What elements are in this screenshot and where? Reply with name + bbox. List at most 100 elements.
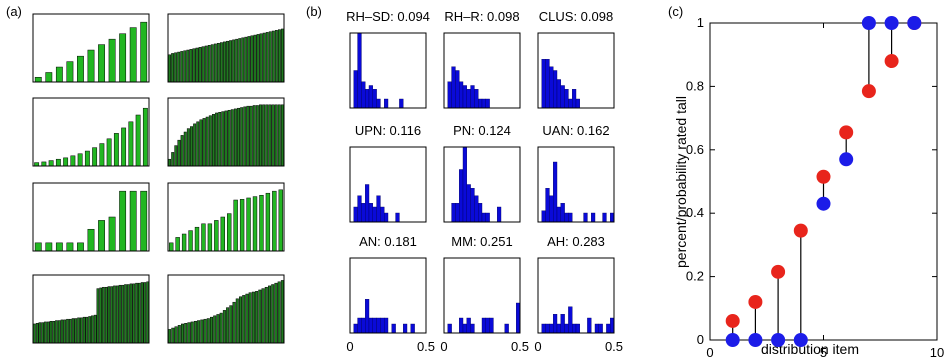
- panel-b-bar-0-6: [372, 89, 377, 109]
- panel-a-bar-3-11: [202, 118, 206, 167]
- panel-b-chart-title-0: RH–SD: 0.094: [346, 9, 430, 24]
- panel-b-bar-2-3: [549, 66, 554, 109]
- panel-a-bar-7-24: [245, 293, 249, 344]
- panel-a-bar-1-26: [247, 36, 251, 83]
- panel-b-bar-5-12: [583, 212, 588, 223]
- panel-a-bar-6-31: [118, 284, 122, 344]
- panel-a-bar-6-25: [102, 286, 105, 344]
- panel-b-bar-4-10: [481, 212, 486, 223]
- panel-c-point-blue-3: [793, 333, 808, 347]
- panel-b-bar-1-1: [447, 81, 452, 109]
- panel-a-bar-5-5: [201, 223, 206, 252]
- panel-c: 0 5 10 0 0.2 0.4 0.6 0.8 1: [686, 15, 944, 360]
- panel-c-xtick-label-2: 10: [930, 345, 944, 360]
- panel-b-bar-5-4: [553, 161, 558, 223]
- panel-a-bar-3-23: [240, 107, 244, 167]
- panel-a-bar-4-5: [87, 228, 95, 252]
- panel-a-bar-7-34: [277, 281, 281, 344]
- panel-a-bar-7-31: [267, 285, 272, 344]
- panel-b-bar-4-8: [474, 195, 479, 223]
- panel-a-bar-7-30: [264, 286, 268, 344]
- panel-a-bar-1-13: [207, 45, 211, 83]
- panel-a-bar-3-25: [246, 105, 250, 167]
- panel-a-chart-frame-2: [32, 97, 150, 167]
- panel-a-bar-3-32: [268, 104, 272, 167]
- panel-c-ytick-label-4: 0.8: [686, 78, 704, 93]
- panel-a-bar-6-26: [104, 286, 108, 344]
- panel-b-bar-8-3: [549, 323, 554, 334]
- panel-b-bar-1-6: [466, 89, 471, 109]
- panel-b-chart-title-3: UPN: 0.116: [355, 123, 421, 138]
- panel-a-bar-2-14: [135, 114, 141, 167]
- panel-a-bar-3-34: [274, 104, 278, 167]
- panel-a-chart-frame-0: [32, 13, 150, 83]
- panel-b-bar-3-3: [361, 203, 366, 223]
- panel-b-bar-6-1: [353, 323, 358, 334]
- panel-a-chart-frame-1: [167, 13, 285, 83]
- panel-a-bar-6-13: [68, 318, 72, 344]
- panel-a-bar-5-1: [175, 237, 180, 252]
- panel-c-ytick-label-1: 0.2: [686, 269, 704, 284]
- panel-b-bar-0-1: [353, 70, 358, 109]
- panel-a-bar-3-36: [280, 104, 284, 167]
- panel-a-bar-2-2: [48, 160, 54, 167]
- panel-a-bar-5-3: [188, 230, 193, 252]
- panel-b-bar-5-14: [591, 212, 596, 223]
- panel-c-ylabel: percent/probability rated tall: [673, 96, 689, 268]
- panel-b-bar-0-4: [365, 89, 370, 109]
- panel-a-bar-0-5: [87, 49, 95, 83]
- panel-b-bar-6-6: [372, 317, 377, 334]
- panel-b-bar-6-3: [361, 317, 366, 334]
- panel-a-bar-6-19: [85, 316, 89, 344]
- panel-b-bar-5-19: [610, 212, 615, 223]
- panel-b-bar-8-9: [572, 323, 577, 334]
- panel-b: RH–SD: 0.094 RH–R: 0.098 CLUS: 0.098 UPN: 0…: [346, 9, 623, 354]
- panel-a-bar-0-2: [55, 66, 63, 83]
- panel-a-bar-6-32: [121, 284, 125, 344]
- panel-a-bar-6-11: [63, 319, 67, 344]
- panel-a-bar-6-30: [115, 285, 119, 344]
- panel-a-bar-6-6: [49, 320, 53, 344]
- panel-a-bar-1-14: [210, 44, 214, 83]
- panel-a-bar-7-16: [219, 312, 223, 344]
- panel-a-bar-3-30: [262, 104, 266, 167]
- panel-b-bar-6-5: [368, 317, 373, 334]
- panel-a-bar-6-7: [52, 320, 56, 344]
- panel-b-bar-8-7: [564, 323, 569, 334]
- panel-b-bar-5-8: [568, 212, 573, 223]
- panel-a-bar-1-11: [201, 46, 205, 83]
- panel-b-label: (b): [306, 4, 322, 19]
- panel-b-bar-2-7: [564, 89, 569, 109]
- panel-a-bar-1-24: [241, 37, 245, 83]
- panel-a-bar-7-13: [209, 316, 214, 344]
- panel-a-bar-7-3: [177, 325, 181, 344]
- panel-a-bar-0-10: [140, 21, 148, 83]
- panel-a-bar-4-2: [55, 242, 63, 252]
- panel-a-bar-7-23: [242, 295, 246, 344]
- panel-b-bar-1-5: [462, 85, 467, 109]
- panel-a-bar-6-17: [80, 317, 83, 344]
- panel-a-bar-3-3: [177, 139, 181, 167]
- panel-a-bar-0-3: [66, 61, 74, 83]
- panel-a-bar-1-3: [177, 51, 181, 83]
- panel-a-bar-6-20: [88, 316, 91, 344]
- panel-a-bar-7-4: [180, 323, 185, 344]
- panel-b-xtick-label-1-0: 0: [440, 339, 447, 354]
- panel-a-bar-6-36: [132, 283, 136, 344]
- panel-b-bar-4-9: [478, 203, 483, 223]
- panel-a-bar-4-3: [66, 242, 74, 252]
- panel-a-bar-6-33: [124, 284, 127, 344]
- panel-a-bar-1-8: [192, 48, 196, 83]
- panel-b-bar-2-2: [545, 59, 550, 109]
- panel-b-bar-0-9: [384, 98, 389, 109]
- panel-b-bar-7-10: [481, 317, 486, 334]
- panel-b-bar-7-19: [516, 302, 521, 334]
- panel-a-bar-6-40: [143, 282, 147, 344]
- panel-a-bar-6-39: [140, 282, 144, 344]
- panel-b-bar-1-7: [470, 85, 475, 109]
- panel-c-point-blue-2: [771, 333, 786, 347]
- panel-a-bar-4-6: [98, 220, 105, 252]
- panel-b-bar-3-8: [380, 206, 385, 223]
- panel-c-xlabel: distribution item: [761, 341, 859, 357]
- panel-a-bar-4-10: [140, 190, 148, 252]
